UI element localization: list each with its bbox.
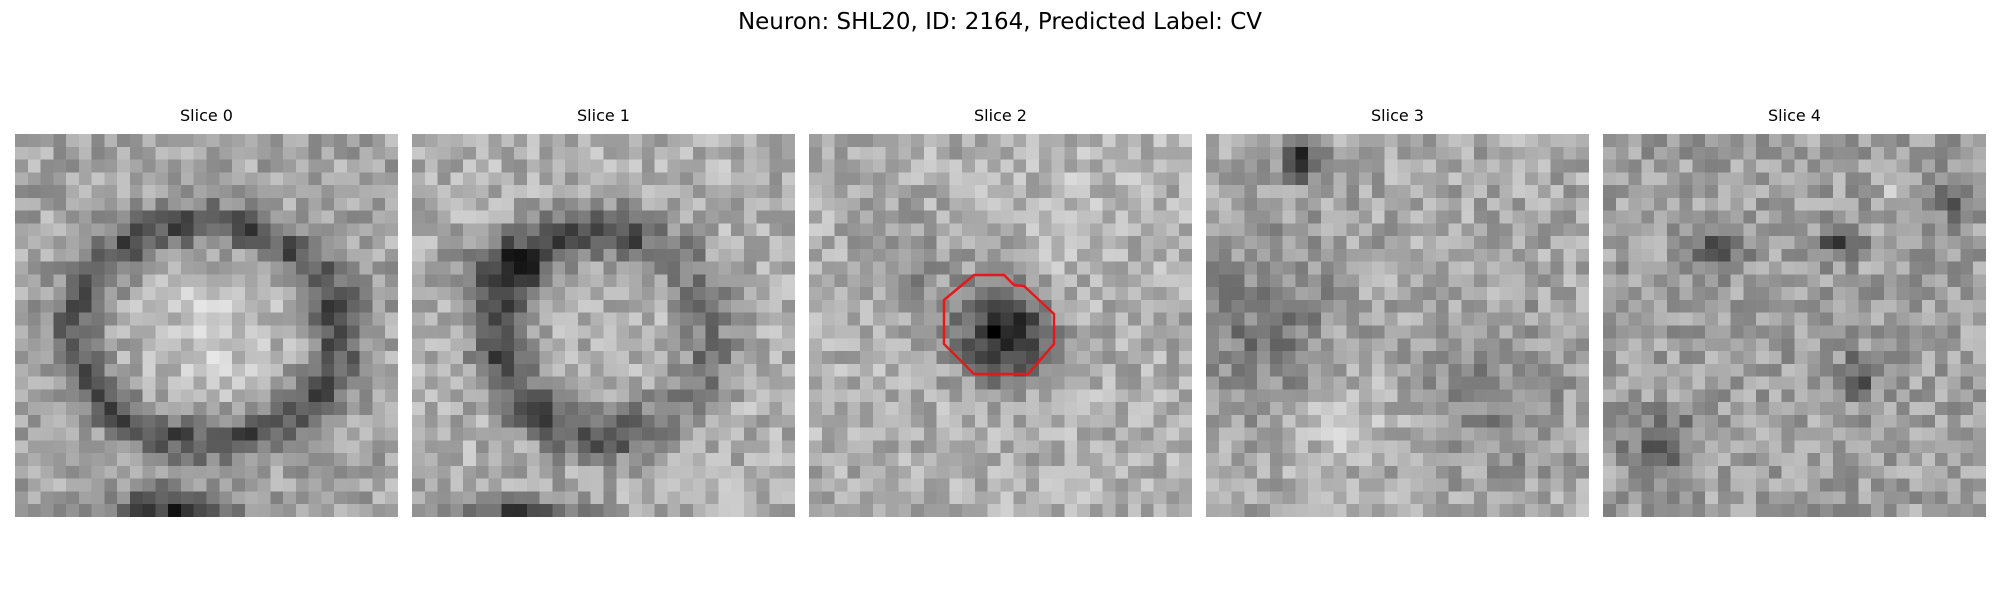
slice-image-1	[412, 134, 795, 517]
slice-title-4: Slice 4	[1768, 106, 1821, 125]
slice-canvas-2	[809, 134, 1192, 517]
slice-image-0	[15, 134, 398, 517]
slice-title-2: Slice 2	[974, 106, 1027, 125]
slice-canvas-0	[15, 134, 398, 517]
slice-image-3	[1206, 134, 1589, 517]
slice-panel-4: Slice 4	[1603, 106, 1986, 517]
slice-title-1: Slice 1	[577, 106, 630, 125]
slice-title-0: Slice 0	[180, 106, 233, 125]
slice-title-3: Slice 3	[1371, 106, 1424, 125]
slice-canvas-4	[1603, 134, 1986, 517]
slice-canvas-1	[412, 134, 795, 517]
slice-panel-0: Slice 0	[15, 106, 398, 517]
slice-canvas-3	[1206, 134, 1589, 517]
slice-image-4	[1603, 134, 1986, 517]
slice-panel-1: Slice 1	[412, 106, 795, 517]
slice-image-2	[809, 134, 1192, 517]
slice-panel-3: Slice 3	[1206, 106, 1589, 517]
slice-panel-2: Slice 2	[809, 106, 1192, 517]
figure-title: Neuron: SHL20, ID: 2164, Predicted Label…	[737, 9, 1263, 35]
